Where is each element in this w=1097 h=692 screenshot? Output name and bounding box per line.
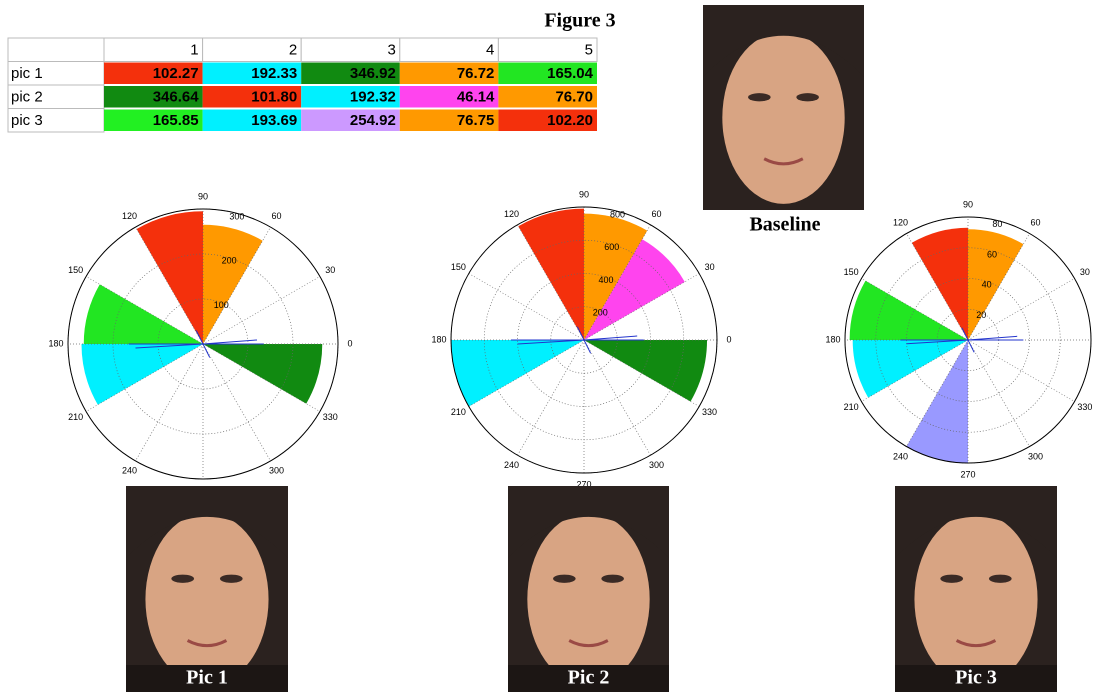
eye — [748, 93, 771, 101]
angle-tick-label: 240 — [122, 466, 137, 476]
r-tick-label: 600 — [604, 242, 619, 252]
photo-caption: Pic 3 — [955, 667, 997, 689]
table-value: 101.80 — [251, 89, 297, 106]
figure-title: Figure 3 — [544, 10, 615, 32]
table-value: 165.04 — [547, 65, 594, 82]
column-header: 1 — [190, 42, 198, 59]
eye — [553, 575, 576, 583]
angle-tick-label: 120 — [893, 217, 908, 227]
column-header: 5 — [585, 42, 593, 59]
eye — [796, 93, 819, 101]
eye — [601, 575, 624, 583]
table-value: 76.75 — [457, 112, 495, 129]
angle-tick-label: 210 — [451, 407, 466, 417]
figure: Figure 3 1 2 3 4 5 pic 1 102.27 192.33 346.92 76.… — [0, 0, 1097, 692]
angle-tick-label: 210 — [844, 402, 859, 412]
angle-tick-label: 120 — [122, 211, 137, 221]
face-photo — [508, 486, 669, 692]
eye — [989, 575, 1012, 583]
angle-tick-label: 180 — [431, 334, 446, 344]
column-header: 3 — [387, 42, 395, 59]
r-tick-label: 200 — [222, 256, 237, 266]
angle-tick-label: 120 — [504, 209, 519, 219]
table-value: 46.14 — [457, 89, 495, 106]
photo-caption: Pic 1 — [186, 667, 228, 689]
angle-tick-label: 330 — [323, 412, 338, 422]
angle-tick-label: 300 — [649, 460, 664, 470]
face — [527, 513, 649, 686]
r-tick-label: 100 — [214, 300, 229, 310]
table-cell — [8, 38, 104, 62]
angle-tick-label: 180 — [48, 338, 63, 348]
eye — [220, 575, 243, 583]
angle-tick-label: 150 — [68, 265, 83, 275]
table-cell — [301, 38, 400, 62]
angle-tick-label: 270 — [960, 469, 975, 479]
table-value: 165.85 — [153, 112, 199, 129]
angle-tick-label: 90 — [579, 189, 589, 199]
photo-caption: Pic 2 — [568, 667, 610, 689]
table-cell — [400, 38, 499, 62]
angle-tick-label: 90 — [198, 191, 208, 201]
r-tick-label: 40 — [982, 280, 992, 290]
angle-tick-label: 60 — [271, 211, 281, 221]
angle-tick-label: 180 — [825, 334, 840, 344]
table-value: 346.64 — [153, 89, 200, 106]
table-value: 102.27 — [153, 65, 199, 82]
eye — [171, 575, 194, 583]
angle-tick-label: 240 — [893, 451, 908, 461]
r-tick-label: 200 — [593, 308, 608, 318]
table-cell — [203, 38, 302, 62]
table-value: 102.20 — [547, 112, 593, 129]
column-header: 2 — [289, 42, 297, 59]
angle-tick-label: 30 — [1080, 267, 1090, 277]
angle-tick-label: 330 — [702, 407, 717, 417]
angle-tick-label: 90 — [963, 199, 973, 209]
photo-caption: Baseline — [749, 214, 820, 236]
r-tick-label: 400 — [599, 275, 614, 285]
table-value: 192.32 — [350, 89, 396, 106]
angle-tick-label: 150 — [451, 262, 466, 272]
table-value: 346.92 — [350, 65, 396, 82]
table-value: 192.33 — [251, 65, 297, 82]
angle-tick-label: 0 — [726, 334, 731, 344]
face-photo — [703, 5, 864, 210]
row-label: pic 3 — [11, 112, 43, 129]
angle-tick-label: 30 — [325, 265, 335, 275]
face — [145, 513, 268, 686]
angle-tick-label: 300 — [1028, 451, 1043, 461]
table-cell — [498, 38, 597, 62]
angle-tick-label: 0 — [347, 338, 352, 348]
table-value: 76.70 — [555, 89, 593, 106]
face-photo — [895, 486, 1057, 692]
table-value: 76.72 — [457, 65, 495, 82]
table-value: 254.92 — [350, 112, 396, 129]
column-header: 4 — [486, 42, 494, 59]
angle-tick-label: 300 — [269, 466, 284, 476]
face — [914, 513, 1037, 686]
eye — [940, 575, 963, 583]
angle-tick-label: 210 — [68, 412, 83, 422]
r-tick-label: 60 — [987, 249, 997, 259]
angle-tick-label: 60 — [651, 209, 661, 219]
face-photo — [126, 486, 288, 692]
angle-tick-label: 330 — [1077, 402, 1092, 412]
row-label: pic 2 — [11, 89, 43, 106]
angle-tick-label: 60 — [1030, 217, 1040, 227]
angle-tick-label: 30 — [705, 262, 715, 272]
table-cell — [104, 38, 203, 62]
face — [722, 32, 844, 204]
table-value: 193.69 — [251, 112, 297, 129]
angle-tick-label: 240 — [504, 460, 519, 470]
row-label: pic 1 — [11, 65, 43, 82]
angle-tick-label: 150 — [844, 267, 859, 277]
